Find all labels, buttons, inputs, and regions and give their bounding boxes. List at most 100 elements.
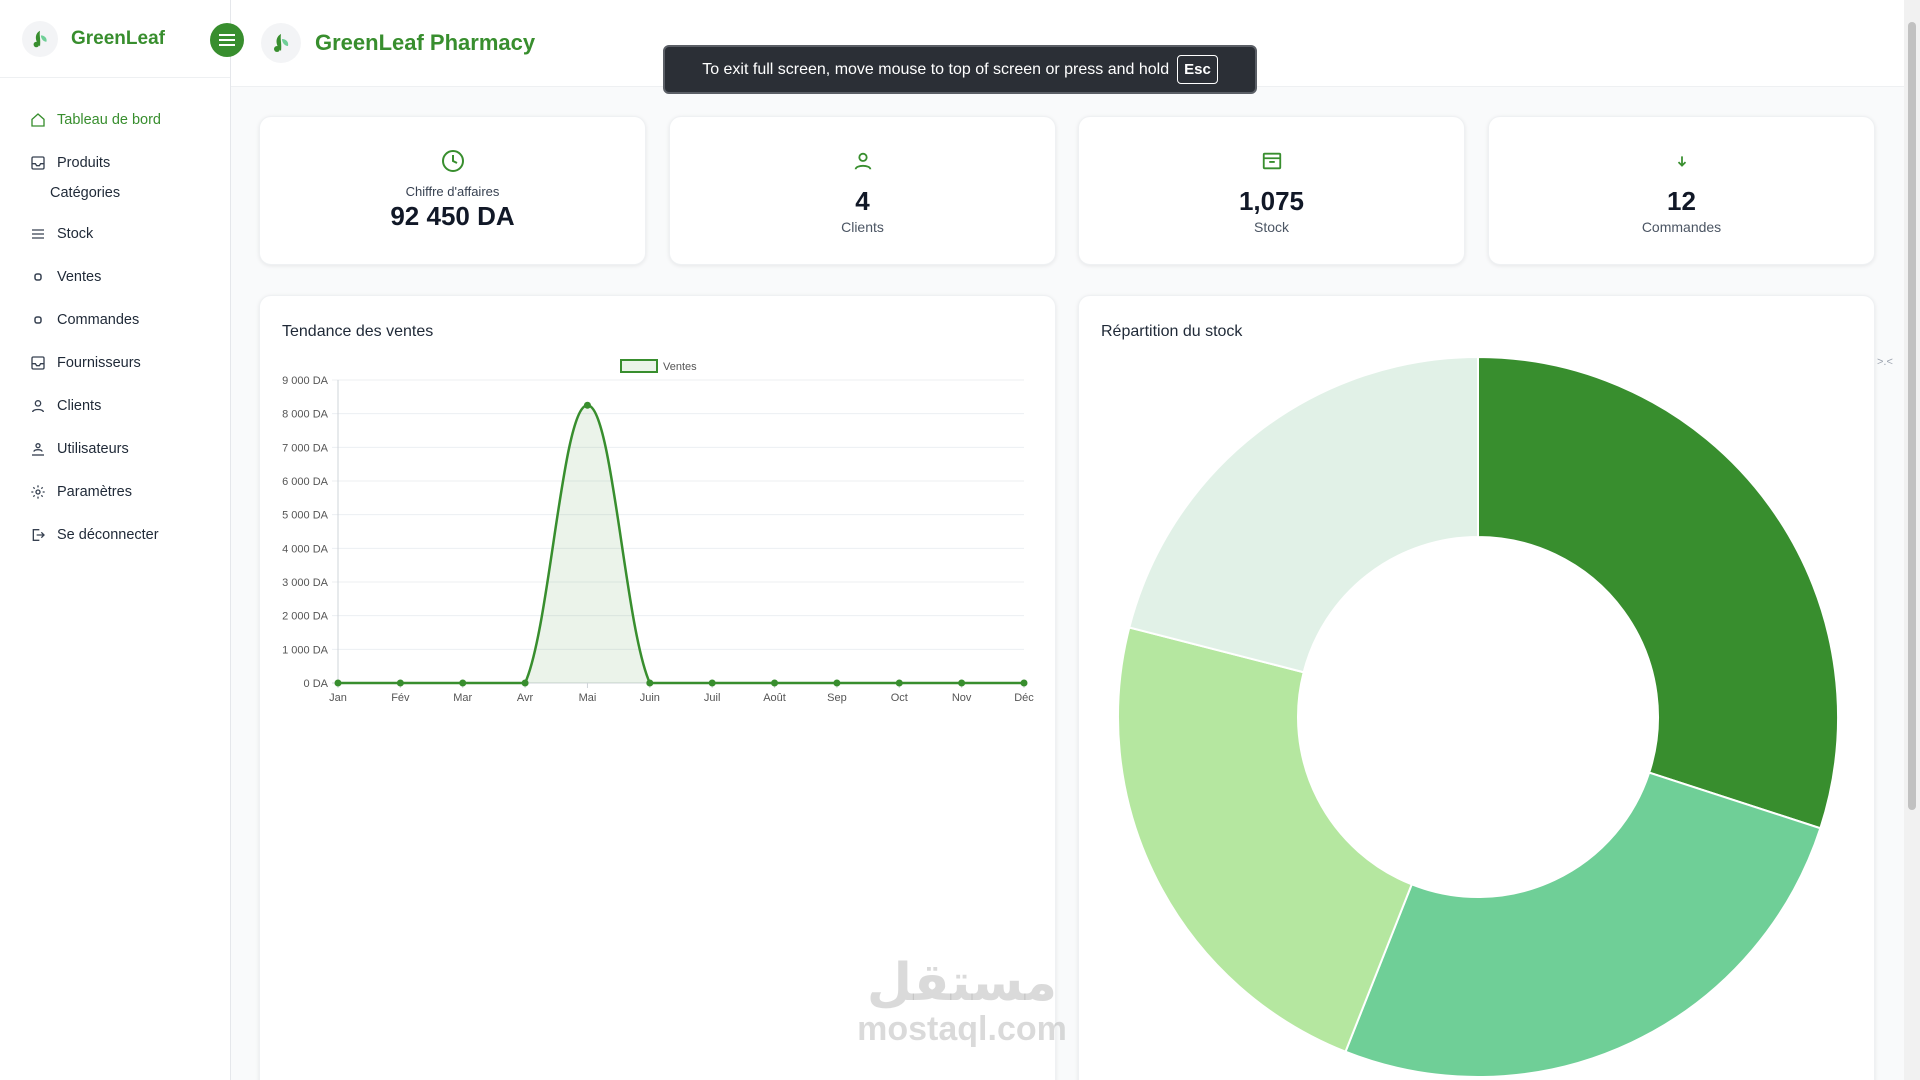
sidebar-item-label: Se déconnecter bbox=[57, 526, 159, 543]
data-point bbox=[958, 679, 966, 687]
donut-slice bbox=[1128, 355, 1479, 674]
sidebar-item-label: Tableau de bord bbox=[57, 111, 161, 128]
leaf-logo-icon bbox=[22, 20, 58, 57]
page-scrollbar[interactable] bbox=[1904, 0, 1920, 1080]
menu-toggle-button[interactable] bbox=[210, 23, 244, 57]
sidebar-brand-name: GreenLeaf bbox=[71, 27, 165, 49]
watermark: مستقل mostaql.com bbox=[842, 955, 1082, 1047]
leaf-logo-icon bbox=[261, 23, 301, 63]
stat-value: 12 bbox=[1667, 186, 1696, 216]
sales-line bbox=[337, 403, 1024, 685]
dot-icon bbox=[29, 311, 47, 329]
sidebar-item-sales[interactable]: Ventes bbox=[0, 255, 230, 298]
sidebar-item-logout[interactable]: Se déconnecter bbox=[0, 513, 230, 556]
dot-icon bbox=[29, 268, 47, 286]
users-icon bbox=[29, 440, 47, 458]
data-point bbox=[895, 679, 903, 687]
data-point bbox=[646, 679, 654, 687]
sidebar: GreenLeaf Tableau de bord Produits Catég… bbox=[0, 0, 244, 1080]
top-header: GreenLeaf Pharmacy bbox=[231, 0, 1904, 87]
x-tick-label: Avr bbox=[517, 692, 534, 704]
hamburger-icon bbox=[219, 34, 235, 46]
user-icon bbox=[670, 148, 1055, 174]
x-tick-label: Mai bbox=[579, 692, 597, 704]
sales-trend-title: Tendance des ventes bbox=[282, 323, 434, 340]
x-tick-label: Juil bbox=[704, 692, 721, 704]
x-tick-label: Sep bbox=[827, 692, 847, 704]
x-tick-label: Jan bbox=[329, 692, 347, 704]
x-tick-label: Août bbox=[763, 692, 786, 704]
x-tick-label: Juin bbox=[640, 692, 660, 704]
fullscreen-notice-text: To exit full screen, move mouse to top o… bbox=[702, 60, 1170, 78]
archive-icon bbox=[1079, 148, 1464, 174]
sidebar-item-label: Ventes bbox=[57, 268, 102, 285]
sidebar-item-settings[interactable]: Paramètres bbox=[0, 470, 230, 513]
home-icon bbox=[29, 111, 47, 129]
data-point bbox=[396, 679, 404, 687]
arrow-down-icon bbox=[1489, 148, 1874, 174]
watermark-arabic: مستقل bbox=[866, 953, 1058, 1013]
data-point bbox=[334, 679, 342, 687]
sidebar-item-label: Paramètres bbox=[57, 483, 132, 500]
x-tick-label: Oct bbox=[891, 692, 908, 704]
sidebar-item-suppliers[interactable]: Fournisseurs bbox=[0, 341, 230, 384]
data-point bbox=[459, 679, 467, 687]
sidebar-nav: Tableau de bord Produits Catégories Stoc… bbox=[0, 78, 230, 556]
clock-icon bbox=[260, 148, 645, 174]
user-icon bbox=[29, 397, 47, 415]
y-tick-label: 3 000 DA bbox=[282, 577, 329, 589]
sidebar-item-products[interactable]: Produits bbox=[0, 141, 230, 184]
page-title: GreenLeaf Pharmacy bbox=[315, 30, 536, 55]
legend-swatch bbox=[620, 359, 658, 373]
data-point bbox=[521, 679, 529, 687]
fullscreen-notice: To exit full screen, move mouse to top o… bbox=[663, 45, 1257, 94]
sales-line-chart: Ventes 0 DA 1 000 DA 2 000 DA 3 000 DA 4 000… bbox=[282, 359, 1034, 704]
donut-slice bbox=[1117, 626, 1414, 1054]
scrollbar-thumb[interactable] bbox=[1908, 22, 1916, 810]
sales-trend-card: Tendance des ventes Ventes 0 DA 1 000 DA 2… bbox=[259, 295, 1056, 1080]
inbox-icon bbox=[29, 354, 47, 372]
y-tick-label: 5 000 DA bbox=[282, 510, 329, 522]
stat-label: Chiffre d'affaires bbox=[405, 184, 500, 199]
data-point bbox=[771, 679, 779, 687]
stat-value: 92 450 DA bbox=[390, 201, 515, 231]
sidebar-item-dashboard[interactable]: Tableau de bord bbox=[0, 98, 230, 141]
stat-label: Clients bbox=[841, 219, 884, 235]
stat-label: Stock bbox=[1253, 219, 1289, 235]
inbox-icon bbox=[29, 154, 47, 172]
x-tick-label: Déc bbox=[1014, 692, 1034, 704]
stat-card-clients: 4 Clients bbox=[669, 116, 1056, 265]
donut-slice bbox=[1344, 771, 1822, 1078]
legend-label: Ventes bbox=[663, 361, 697, 373]
sidebar-item-label: Fournisseurs bbox=[57, 354, 141, 371]
x-tick-label: Mar bbox=[453, 692, 472, 704]
y-tick-label: 8 000 DA bbox=[282, 409, 329, 421]
sidebar-item-categories[interactable]: Catégories bbox=[50, 185, 121, 201]
sidebar-item-label: Utilisateurs bbox=[57, 440, 129, 457]
stat-card-revenue: Chiffre d'affaires 92 450 DA bbox=[259, 116, 646, 265]
list-icon bbox=[29, 225, 47, 243]
y-tick-label: 7 000 DA bbox=[282, 442, 329, 454]
sidebar-item-label: Produits bbox=[57, 154, 111, 171]
data-point bbox=[1020, 679, 1028, 687]
expand-icon[interactable]: >.< bbox=[1877, 356, 1893, 368]
stock-distribution-title: Répartition du stock bbox=[1101, 323, 1243, 340]
stat-label: Commandes bbox=[1641, 219, 1722, 235]
sidebar-brand[interactable]: GreenLeaf bbox=[0, 0, 230, 78]
data-point bbox=[833, 679, 841, 687]
y-tick-label: 2 000 DA bbox=[282, 611, 329, 623]
sidebar-item-users[interactable]: Utilisateurs bbox=[0, 427, 230, 470]
stock-donut-chart bbox=[1117, 355, 1839, 1078]
x-tick-label: Nov bbox=[952, 692, 972, 704]
sidebar-item-clients[interactable]: Clients bbox=[0, 384, 230, 427]
stat-value: 4 bbox=[855, 186, 870, 216]
esc-key-badge: Esc bbox=[1177, 55, 1218, 84]
y-tick-label: 0 DA bbox=[304, 678, 329, 690]
data-point bbox=[583, 401, 591, 409]
sidebar-item-label: Stock bbox=[57, 225, 94, 242]
sidebar-item-stock[interactable]: Stock bbox=[0, 212, 230, 255]
x-tick-label: Fév bbox=[391, 692, 410, 704]
stat-card-stock: 1,075 Stock bbox=[1078, 116, 1465, 265]
data-point bbox=[708, 679, 716, 687]
sidebar-item-orders[interactable]: Commandes bbox=[0, 298, 230, 341]
